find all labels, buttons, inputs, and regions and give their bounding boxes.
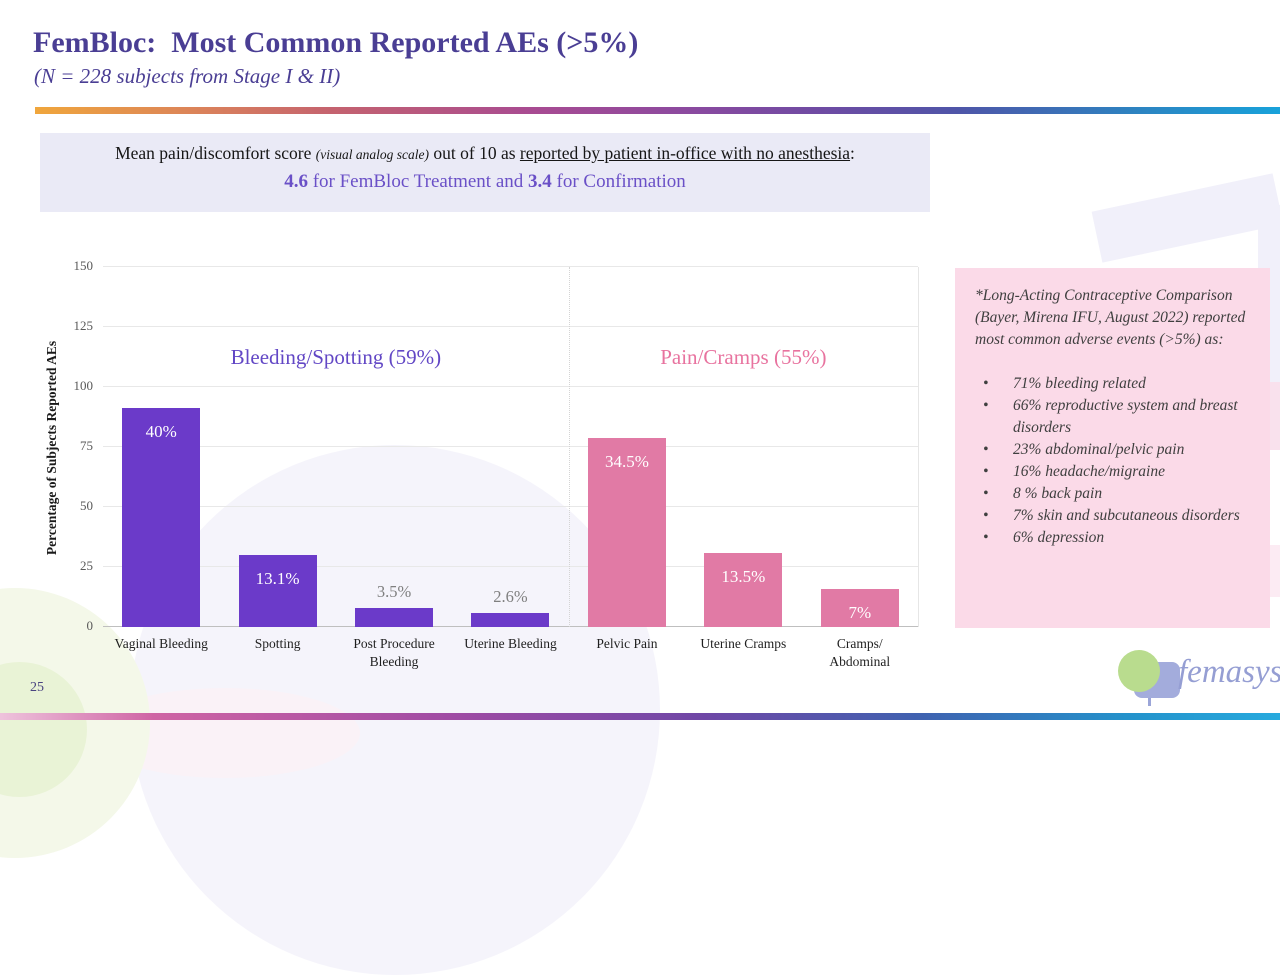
bar-value-label: 34.5% [569, 452, 685, 472]
bullet-text: 7% skin and subcutaneous disorders [1013, 505, 1240, 527]
y-tick-label: 100 [33, 378, 93, 394]
pain-score-line1: Mean pain/discomfort score (visual analo… [40, 143, 930, 164]
chart-bar [471, 613, 549, 627]
comparison-bullet-item: • 71% bleeding related [975, 373, 1250, 395]
bar-value-label: 40% [103, 422, 219, 442]
page-subtitle: (N = 228 subjects from Stage I & II) [34, 64, 340, 89]
pain-score-text: for Confirmation [552, 171, 686, 192]
bullet-icon: • [983, 483, 999, 505]
comparison-bullet-list: • 71% bleeding related • 66% reproductive s… [975, 373, 1250, 549]
comparison-bullet-item: • 16% headache/migraine [975, 461, 1250, 483]
comparison-bullet-item: • 23% abdominal/pelvic pain [975, 439, 1250, 461]
bar-slot: 3.5% [336, 267, 452, 627]
page-number: 25 [30, 680, 44, 696]
bullet-icon: • [983, 527, 999, 549]
comparison-bullet-item: • 7% skin and subcutaneous disorders [975, 505, 1250, 527]
y-tick-label: 125 [33, 318, 93, 334]
page-title: FemBloc: Most Common Reported AEs (>5%) [33, 26, 638, 60]
femasys-logo: femasys® [1112, 650, 1277, 706]
category-label: Uterine Bleeding [452, 635, 568, 653]
bar-slot: 2.6% [452, 267, 568, 627]
pain-score-underlined-text: reported by patient in-office with no an… [520, 143, 850, 163]
chart-bar [704, 553, 782, 627]
pain-score-text: for FemBloc Treatment and [308, 171, 528, 192]
bar-value-label: 7% [802, 603, 918, 623]
bar-slot: 13.5% [685, 267, 801, 627]
bottom-gradient-divider [0, 713, 1280, 720]
y-tick-label: 0 [33, 618, 93, 634]
pain-score-scale-note: (visual analog scale) [316, 147, 429, 162]
logo-wordmark: femasys® [1178, 654, 1280, 691]
bullet-icon: • [983, 439, 999, 461]
comparison-note-panel: *Long-Acting Contraceptive Comparison (B… [955, 268, 1270, 628]
bullet-icon: • [983, 395, 999, 439]
bullet-text: 66% reproductive system and breast disor… [1013, 395, 1250, 439]
bullet-text: 6% depression [1013, 527, 1104, 549]
background-lavender-blob [1092, 173, 1280, 262]
bar-value-label: 3.5% [336, 582, 452, 602]
top-gradient-divider [35, 107, 1280, 114]
y-tick-label: 25 [33, 558, 93, 574]
comparison-note-intro: *Long-Acting Contraceptive Comparison (B… [975, 285, 1250, 351]
category-label: Pelvic Pain [569, 635, 685, 653]
bar-slot: 7% [802, 267, 918, 627]
pain-score-text: out of 10 as [429, 143, 520, 163]
chart-bar [239, 555, 317, 627]
y-tick-label: 50 [33, 498, 93, 514]
y-tick-label: 150 [33, 258, 93, 274]
category-label: Uterine Cramps [685, 635, 801, 653]
bar-value-label: 13.1% [219, 569, 335, 589]
category-label: Cramps/ Abdominal [802, 635, 918, 671]
bullet-icon: • [983, 461, 999, 483]
pain-score-values: 4.6 for FemBloc Treatment and 3.4 for Co… [40, 171, 930, 193]
confirmation-score-value: 3.4 [528, 171, 552, 192]
bar-slot: 34.5% [569, 267, 685, 627]
category-label: Post Procedure Bleeding [336, 635, 452, 671]
bullet-text: 16% headache/migraine [1013, 461, 1165, 483]
group-label: Pain/Cramps (55%) [569, 345, 918, 370]
chart-bar [355, 608, 433, 627]
bullet-text: 71% bleeding related [1013, 373, 1146, 395]
pain-score-callout: Mean pain/discomfort score (visual analo… [40, 133, 930, 212]
category-label: Spotting [219, 635, 335, 653]
bar-value-label: 13.5% [685, 567, 801, 587]
y-tick-label: 75 [33, 438, 93, 454]
bar-slot: 13.1% [219, 267, 335, 627]
bullet-icon: • [983, 373, 999, 395]
treatment-score-value: 4.6 [284, 171, 308, 192]
group-divider-line [569, 267, 570, 627]
chart-plot-area: 40% 13.1%3.5%2.6% 34.5% 13.5%7% [103, 267, 918, 627]
group-label: Bleeding/Spotting (59%) [103, 345, 569, 370]
plot-right-border [918, 267, 919, 627]
bullet-text: 23% abdominal/pelvic pain [1013, 439, 1184, 461]
comparison-bullet-item: • 8 % back pain [975, 483, 1250, 505]
pain-score-text: : [850, 143, 855, 163]
comparison-bullet-item: • 6% depression [975, 527, 1250, 549]
background-pink-ellipse [90, 688, 360, 778]
bar-slot: 40% [103, 267, 219, 627]
comparison-bullet-item: • 66% reproductive system and breast diso… [975, 395, 1250, 439]
pain-score-text: Mean pain/discomfort score [115, 143, 316, 163]
category-label: Vaginal Bleeding [103, 635, 219, 653]
bullet-icon: • [983, 505, 999, 527]
logo-circle-icon [1118, 650, 1160, 692]
logo-text: femasys [1178, 654, 1280, 690]
bar-value-label: 2.6% [452, 587, 568, 607]
bullet-text: 8 % back pain [1013, 483, 1102, 505]
